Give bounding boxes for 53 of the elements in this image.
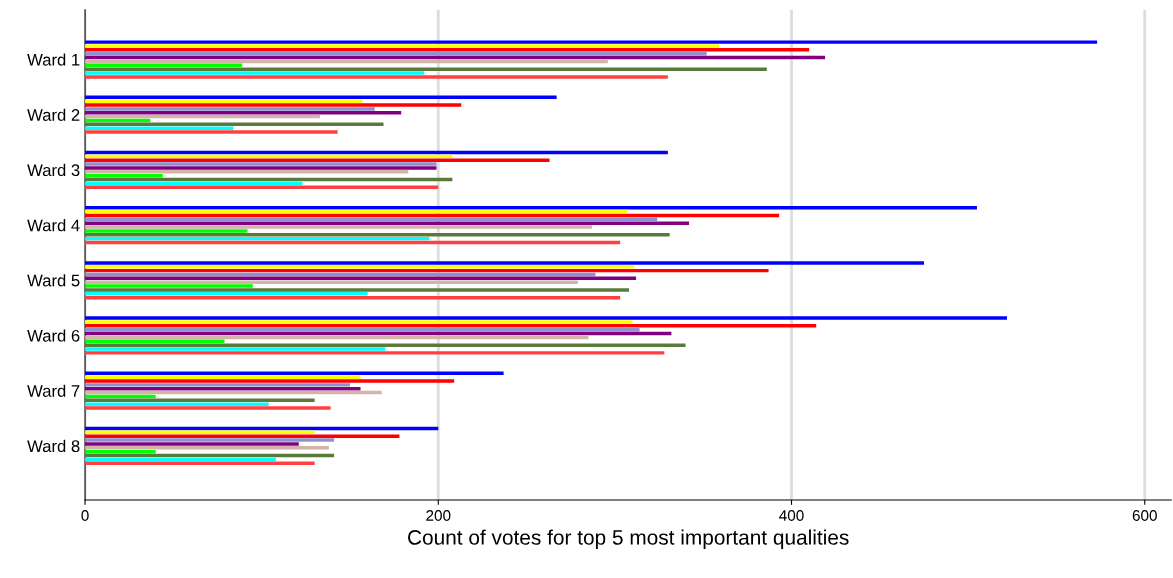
bar [85,292,368,296]
bar [85,166,437,170]
bar [85,438,335,442]
bar [85,375,361,379]
bar [85,379,455,383]
bar [85,107,375,111]
bar [85,44,720,48]
bar [85,221,690,225]
bar [85,284,253,288]
x-tick-label: 600 [1132,510,1157,521]
y-tick-label: Ward 5 [27,274,80,287]
bar [85,383,350,387]
bar [85,402,269,406]
y-tick-label: Ward 1 [27,53,80,66]
bar [85,434,400,438]
bar [85,351,665,355]
bar [85,40,1098,44]
bar [85,316,1007,320]
y-tick-label: Ward 7 [27,384,80,397]
bar [85,320,633,324]
y-tick-label: Ward 6 [27,329,80,342]
bar [85,71,425,75]
y-tick-label: Ward 3 [27,163,80,177]
bar [85,229,248,233]
bar [85,170,409,174]
bar [85,265,635,269]
bar [85,75,668,79]
y-tick-label: Ward 2 [27,108,80,121]
bar [85,162,437,166]
x-axis-title: Count of votes for top 5 most important qualities [408,529,849,549]
bar [85,261,924,265]
bar [85,446,329,450]
bar [85,99,363,103]
bar [85,406,331,410]
bar [85,225,592,229]
bar [85,103,462,107]
bar [85,442,299,446]
bar [85,48,810,52]
x-tick-label: 200 [426,510,451,521]
bar [85,126,234,130]
bar [85,280,578,284]
y-tick-label: Ward 4 [27,219,80,232]
bar [85,324,817,328]
bar [85,288,630,292]
bar [85,158,550,162]
bar [85,130,338,134]
bar [85,111,402,115]
x-tick-label: 400 [779,510,804,521]
bar [85,347,386,351]
bar [85,343,686,347]
y-tick-label: Ward 8 [27,439,80,453]
x-tick-label: 0 [81,510,89,521]
bar [85,67,767,71]
